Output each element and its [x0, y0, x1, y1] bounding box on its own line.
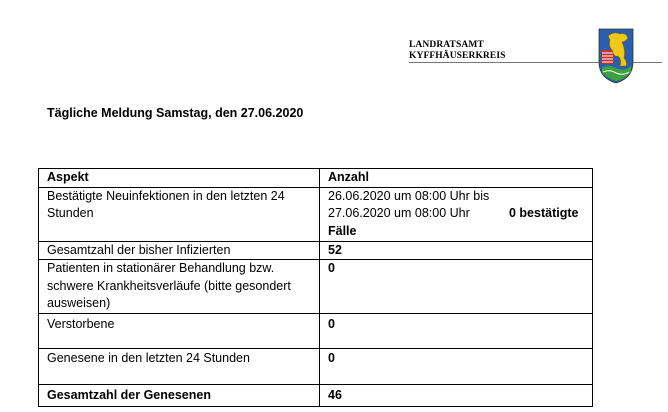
aspect-cell: Patienten in stationärer Behandlung bzw.…: [38, 259, 320, 314]
header-anzahl: Anzahl: [319, 168, 593, 188]
value-cell: 46: [319, 384, 593, 407]
report-table: Aspekt Anzahl Bestätigte Neuinfektionen …: [38, 168, 593, 407]
aspect-cell: Bestätigte Neuinfektionen in den letzten…: [38, 186, 320, 242]
table-row: Gesamtzahl der Genesenen 46: [38, 384, 593, 407]
date-range-end: 27.06.2020 um 08:00 Uhr: [328, 206, 470, 220]
value-cell: 0: [319, 313, 593, 349]
table-row: Verstorbene 0: [38, 313, 593, 349]
aspect-cell: Genesene in den letzten 24 Stunden: [38, 348, 320, 385]
value-cell: 52: [319, 240, 593, 260]
aspect-cell: Gesamtzahl der bisher Infizierten: [38, 240, 320, 260]
table-row: Genesene in den letzten 24 Stunden 0: [38, 348, 593, 385]
date-range-start: 26.06.2020 um 08:00 Uhr bis: [328, 188, 490, 203]
table-header-row: Aspekt Anzahl: [38, 168, 593, 188]
aspect-cell: Gesamtzahl der Genesenen: [38, 384, 320, 407]
table-row: Patienten in stationärer Behandlung bzw.…: [38, 259, 593, 314]
value-cell: 26.06.2020 um 08:00 Uhr bis 27.06.2020 u…: [319, 186, 593, 242]
table-row: Bestätigte Neuinfektionen in den letzten…: [38, 186, 593, 242]
aspect-cell: Verstorbene: [38, 313, 320, 349]
header-rule: [409, 62, 662, 63]
page-title: Tägliche Meldung Samstag, den 27.06.2020: [47, 106, 304, 120]
coat-of-arms-logo: [598, 28, 634, 84]
value-cell: 0: [319, 348, 593, 385]
value-cell: 0: [319, 259, 593, 314]
org-name-line2: KYFFHÄUSERKREIS: [409, 51, 506, 61]
table-row: Gesamtzahl der bisher Infizierten 52: [38, 240, 593, 260]
confirmed-cases: 0 bestätigte Fälle: [328, 206, 579, 238]
header-aspect: Aspekt: [38, 168, 320, 188]
org-name-line1: LANDRATSAMT: [409, 40, 484, 50]
